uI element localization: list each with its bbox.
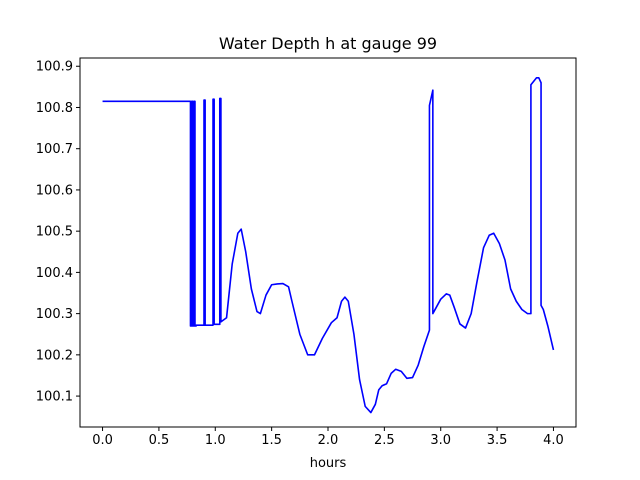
y-tick-label: 100.9: [36, 60, 73, 75]
x-tick-label: 4.0: [543, 433, 564, 448]
series-line-0: [102, 76, 555, 414]
x-axis-label: hours: [310, 456, 347, 471]
plot-frame: [79, 57, 577, 428]
x-tick-label: 3.0: [430, 433, 451, 448]
x-tick-label: 2.0: [318, 433, 339, 448]
y-tick-label: 100.3: [36, 307, 73, 322]
x-tick-label: 1.0: [205, 433, 226, 448]
y-tick-label: 100.4: [36, 266, 73, 281]
y-tick-label: 100.5: [36, 225, 73, 240]
x-tick-label: 0.0: [92, 433, 113, 448]
x-tick-label: 3.5: [487, 433, 508, 448]
plot-content: [102, 76, 555, 414]
y-tick-label: 100.1: [36, 390, 73, 405]
chart-title: Water Depth h at gauge 99: [219, 34, 437, 53]
x-tick-label: 0.5: [149, 433, 170, 448]
x-tick-label: 1.5: [261, 433, 282, 448]
y-tick-label: 100.2: [36, 348, 73, 363]
y-tick-label: 100.7: [36, 142, 73, 157]
y-axis-ticks: 100.1 100.2 100.3 100.4 100.5 100.6 100.7 100.8…: [36, 60, 80, 405]
y-tick-label: 100.6: [36, 183, 73, 198]
x-axis-ticks: 0.0 0.5 1.0 1.5 2.0 2.5 3.0 3.5 4.0: [92, 427, 564, 448]
y-tick-label: 100.8: [36, 101, 73, 116]
x-tick-label: 2.5: [374, 433, 395, 448]
